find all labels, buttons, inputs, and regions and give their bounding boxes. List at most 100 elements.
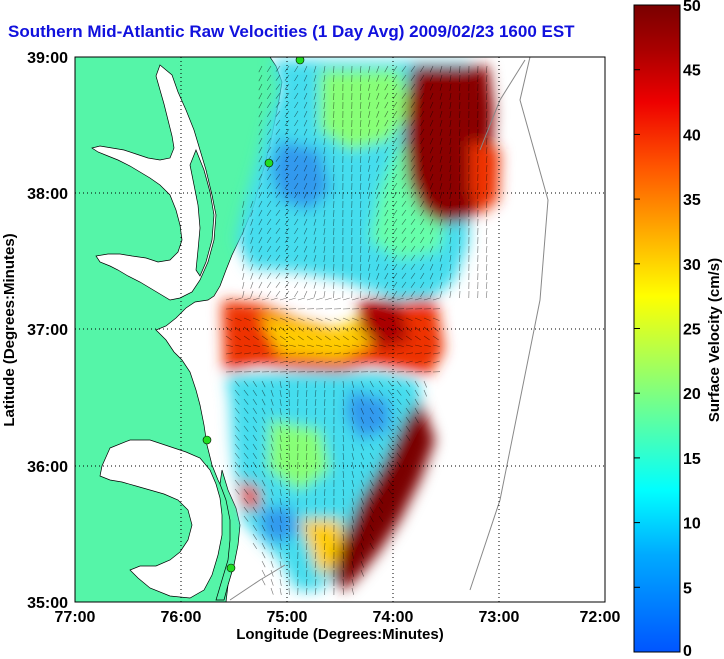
velocity-arrow	[313, 110, 317, 118]
velocity-arrow	[294, 83, 299, 91]
velocity-arrow	[423, 335, 430, 341]
velocity-arrow	[243, 488, 249, 495]
velocity-arrow	[234, 398, 240, 405]
velocity-arrow	[439, 110, 443, 118]
velocity-arrow	[303, 119, 308, 127]
velocity-arrow	[261, 434, 266, 442]
velocity-arrow	[333, 352, 341, 355]
velocity-arrow	[258, 209, 263, 217]
velocity-arrow	[449, 245, 452, 253]
velocity-arrow	[279, 425, 282, 433]
velocity-arrow	[360, 515, 364, 523]
velocity-arrow	[384, 137, 389, 145]
velocity-arrow	[250, 245, 254, 253]
velocity-arrow	[360, 297, 368, 301]
velocity-arrow	[333, 272, 335, 281]
velocity-arrow	[396, 461, 402, 468]
colorbar-tick-label: 0	[683, 643, 692, 659]
velocity-arrow	[392, 200, 398, 207]
velocity-arrow	[266, 227, 272, 235]
velocity-arrow	[420, 146, 425, 154]
colorbar-tick-label: 50	[683, 0, 701, 15]
velocity-arrow	[384, 155, 389, 163]
velocity-arrow	[459, 227, 461, 236]
velocity-arrow	[369, 524, 374, 532]
velocity-arrow	[432, 317, 440, 321]
velocity-arrow	[459, 209, 461, 218]
velocity-arrow	[305, 389, 308, 398]
velocity-arrow	[420, 155, 425, 163]
velocity-arrow	[243, 326, 250, 332]
velocity-arrow	[252, 380, 258, 388]
velocity-arrow	[351, 344, 359, 347]
velocity-arrow	[360, 380, 364, 388]
y-tick: 38:00	[27, 186, 68, 203]
velocity-arrow	[410, 128, 416, 135]
velocity-arrow	[378, 452, 384, 459]
velocity-arrow	[261, 335, 268, 341]
velocity-arrow	[261, 497, 266, 505]
velocity-arrow	[243, 352, 251, 355]
velocity-arrow	[384, 227, 389, 235]
velocity-arrow	[275, 155, 281, 162]
velocity-arrow	[369, 542, 374, 550]
velocity-arrow	[414, 389, 419, 397]
velocity-arrow	[270, 542, 274, 550]
velocity-arrow	[396, 425, 402, 432]
velocity-arrow	[258, 290, 263, 298]
velocity-arrow	[303, 110, 308, 118]
velocity-arrow	[234, 461, 240, 468]
velocity-arrow	[359, 182, 362, 191]
velocity-arrow	[258, 173, 263, 181]
velocity-arrow	[459, 119, 461, 128]
velocity-arrow	[410, 83, 416, 90]
velocity-arrow	[414, 335, 421, 341]
velocity-arrow	[485, 101, 488, 110]
velocity-arrow	[313, 281, 317, 289]
velocity-arrow	[420, 290, 425, 298]
velocity-arrow	[429, 101, 434, 109]
velocity-arrow	[279, 434, 282, 442]
velocity-arrow	[261, 443, 266, 451]
velocity-arrow	[225, 352, 233, 355]
velocity-arrow	[305, 533, 308, 542]
velocity-arrow	[314, 542, 317, 550]
velocity-arrow	[303, 65, 308, 73]
velocity-arrow	[376, 146, 380, 154]
velocity-arrow	[313, 218, 317, 226]
velocity-arrow	[378, 470, 384, 477]
velocity-arrow	[359, 263, 362, 272]
radar-station	[226, 563, 236, 573]
velocity-arrow	[303, 272, 308, 280]
velocity-arrow	[261, 416, 266, 424]
velocity-arrow	[242, 290, 245, 298]
velocity-arrow	[420, 227, 425, 235]
velocity-arrow	[333, 360, 341, 364]
velocity-arrow	[369, 425, 374, 433]
velocity-arrow	[294, 110, 299, 118]
velocity-arrow	[250, 272, 254, 280]
velocity-arrow	[333, 335, 340, 341]
velocity-arrow	[369, 380, 374, 388]
velocity-arrow	[342, 317, 350, 321]
velocity-arrow	[243, 470, 249, 477]
velocity-arrow	[313, 92, 317, 100]
velocity-arrow	[376, 155, 380, 163]
velocity-arrow	[333, 326, 340, 332]
velocity-arrow	[279, 398, 282, 406]
velocity-arrow	[401, 146, 407, 153]
velocity-arrow	[333, 254, 335, 263]
velocity-arrow	[414, 352, 422, 355]
velocity-arrow	[305, 416, 308, 425]
velocity-arrow	[323, 245, 326, 253]
velocity-arrow	[333, 65, 335, 74]
velocity-arrow	[439, 191, 443, 199]
y-tick: 37:00	[27, 322, 68, 339]
velocity-arrow	[275, 146, 281, 153]
velocity-arrow	[439, 173, 443, 181]
velocity-arrow	[305, 488, 308, 497]
velocity-arrow	[368, 272, 371, 280]
velocity-arrow	[368, 245, 371, 253]
velocity-arrow	[423, 326, 430, 332]
velocity-arrow	[333, 236, 335, 245]
